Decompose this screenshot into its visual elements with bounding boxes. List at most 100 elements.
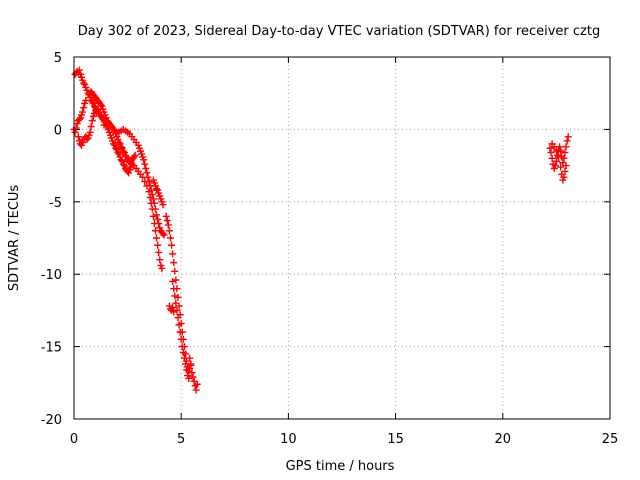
- data-point-marker: [160, 231, 168, 239]
- data-point-marker: [71, 128, 79, 136]
- data-point-marker: [552, 147, 560, 155]
- data-point-marker: [119, 147, 127, 155]
- data-point-marker: [164, 221, 172, 229]
- data-point-marker: [93, 108, 101, 116]
- data-point-marker: [154, 215, 162, 223]
- data-point-marker: [163, 217, 171, 225]
- data-point-marker: [145, 188, 153, 196]
- data-point-marker: [178, 343, 186, 351]
- data-point-marker: [154, 241, 162, 249]
- data-point-marker: [171, 292, 179, 300]
- data-point-marker: [153, 185, 161, 193]
- data-point-marker: [560, 154, 568, 162]
- data-point-marker: [548, 154, 556, 162]
- data-point-marker: [169, 277, 177, 285]
- data-point-marker: [112, 144, 120, 152]
- data-point-marker: [149, 195, 157, 203]
- data-point-marker: [187, 361, 195, 369]
- data-point-marker: [151, 227, 159, 235]
- data-point-marker: [130, 153, 138, 161]
- data-point-marker: [143, 169, 151, 177]
- data-point-marker: [149, 212, 157, 220]
- data-point-marker: [80, 104, 88, 112]
- data-point-marker: [547, 149, 555, 157]
- y-axis-label: SDTVAR / TECUs: [7, 185, 22, 292]
- data-point-marker: [550, 143, 558, 151]
- data-point-marker: [560, 173, 568, 181]
- data-point-marker: [119, 160, 127, 168]
- data-point-marker: [79, 108, 87, 116]
- data-point-marker: [158, 264, 166, 272]
- data-point-marker: [117, 156, 125, 164]
- data-point-marker: [80, 79, 88, 87]
- data-point-marker: [114, 149, 122, 157]
- data-point-marker: [162, 212, 170, 220]
- y-tick-labels: 5 0 -5 -10 -15 -20: [41, 51, 62, 428]
- y-tick-label: -5: [49, 196, 62, 211]
- data-point-marker: [87, 123, 95, 131]
- data-point-marker: [88, 117, 96, 125]
- data-point-marker: [169, 250, 177, 258]
- data-point-marker: [561, 167, 569, 175]
- data-point-marker: [183, 366, 191, 374]
- data-point-marker: [142, 164, 150, 172]
- data-point-marker: [555, 153, 563, 161]
- data-point-marker: [171, 267, 179, 275]
- data-point-marker: [170, 308, 178, 316]
- data-point-marker: [88, 98, 96, 106]
- y-tick-label: 0: [54, 123, 62, 138]
- data-point-marker: [86, 128, 94, 136]
- data-point-marker: [176, 328, 184, 336]
- data-point-marker: [172, 299, 180, 307]
- data-point-marker: [179, 348, 187, 356]
- data-point-marker: [140, 156, 148, 164]
- data-point-marker: [141, 178, 149, 186]
- data-point-marker: [141, 160, 149, 168]
- plot-frame: [73, 56, 611, 420]
- data-point-marker: [82, 96, 90, 104]
- data-point-marker: [153, 211, 161, 219]
- grid-lines: [74, 57, 610, 419]
- data-point-marker: [193, 380, 201, 388]
- data-point-marker: [562, 162, 570, 170]
- data-point-marker: [170, 285, 178, 293]
- data-point-marker: [188, 369, 196, 377]
- data-point-marker: [186, 354, 194, 362]
- data-point-marker: [165, 227, 173, 235]
- data-point-marker: [185, 374, 193, 382]
- data-point-marker: [172, 276, 180, 284]
- data-point-marker: [75, 66, 83, 74]
- data-point-marker: [150, 220, 158, 228]
- x-tick-labels: 0 5 10 15 20 25: [70, 432, 618, 447]
- y-tick-label: -10: [41, 268, 62, 283]
- data-point-marker: [553, 151, 561, 159]
- data-point-marker: [159, 201, 167, 209]
- y-tick-label: 5: [54, 51, 62, 66]
- data-point-marker: [562, 143, 570, 151]
- data-point-marker: [546, 144, 554, 152]
- data-point-marker: [131, 151, 139, 159]
- data-point-marker: [121, 151, 129, 159]
- data-point-marker: [117, 143, 125, 151]
- data-point-marker: [75, 115, 83, 123]
- data-point-marker: [159, 230, 167, 238]
- data-point-marker: [83, 136, 91, 144]
- data-point-marker: [552, 157, 560, 165]
- data-point-marker: [557, 163, 565, 171]
- data-point-marker: [91, 107, 99, 115]
- data-point-marker: [563, 137, 571, 145]
- data-point-marker: [174, 293, 182, 301]
- y-tick-label: -15: [41, 341, 62, 356]
- data-point-marker: [168, 241, 176, 249]
- data-point-marker: [156, 256, 164, 264]
- data-point-marker: [174, 314, 182, 322]
- data-point-marker: [143, 182, 151, 190]
- data-point-marker: [170, 259, 178, 267]
- x-tick-label: 25: [602, 432, 619, 447]
- chart-title: Day 302 of 2023, Sidereal Day-to-day VTE…: [78, 24, 600, 39]
- data-point-marker: [74, 133, 82, 141]
- x-tick-label: 0: [70, 432, 78, 447]
- data-point-marker: [97, 101, 105, 109]
